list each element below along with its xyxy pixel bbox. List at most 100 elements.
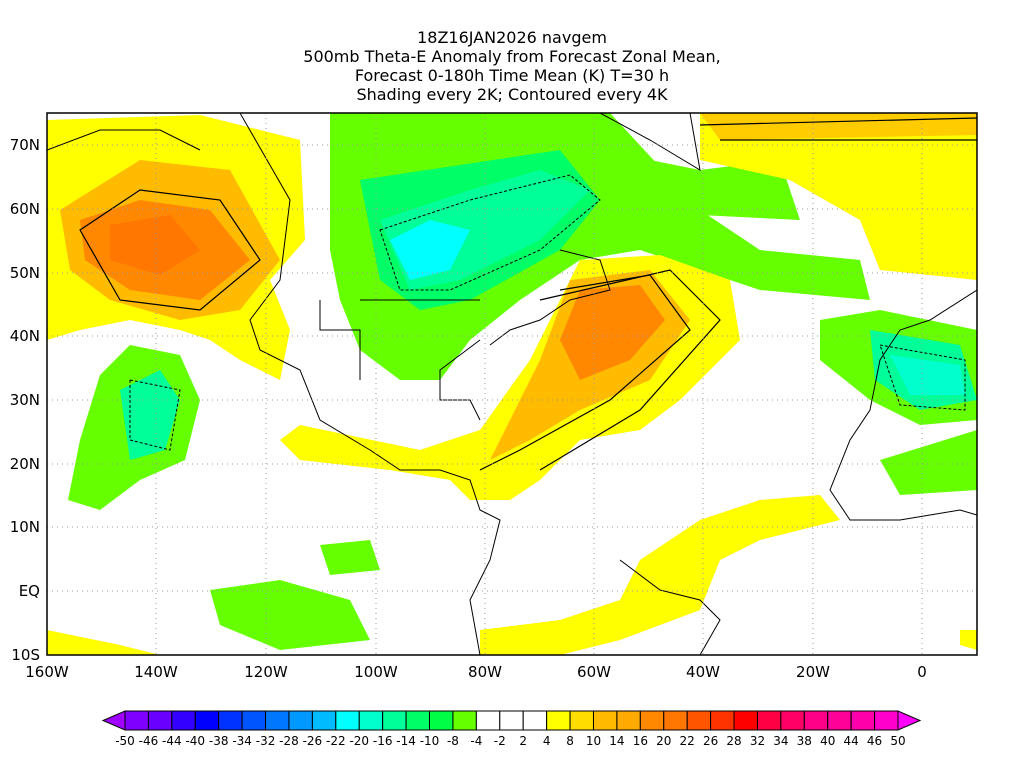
colorbar-max-arrow [897, 710, 922, 731]
colorbar-label: 10 [586, 734, 601, 748]
colorbar-swatch [288, 710, 313, 731]
colorbar-label: 34 [773, 734, 788, 748]
colorbar: -50 -46 -44 -40 -38 -34 -32 -28 -26 -22 -20 -16 -14-… [101, 710, 922, 748]
colorbar-label: 26 [703, 734, 718, 748]
colorbar-label: 44 [844, 734, 859, 748]
lat-label: 20N [10, 455, 40, 473]
colorbar-label: -16 [373, 734, 393, 748]
colorbar-swatch [663, 710, 688, 731]
lat-label: 30N [10, 391, 40, 409]
colorbar-label: -38 [209, 734, 229, 748]
colorbar-swatch [756, 710, 782, 731]
lon-label: 40W [686, 663, 720, 681]
colorbar-label: 14 [609, 734, 624, 748]
colorbar-swatch [194, 710, 220, 731]
colorbar-label: -32 [256, 734, 276, 748]
lat-label: 50N [10, 264, 40, 282]
colorbar-swatch [569, 710, 594, 731]
colorbar-swatch [147, 710, 173, 731]
colorbar-label: -46 [139, 734, 159, 748]
lat-label: 10N [10, 518, 40, 536]
colorbar-label: -26 [303, 734, 323, 748]
colorbar-swatch [335, 710, 360, 731]
lon-label: 140W [134, 663, 178, 681]
colorbar-swatch [780, 710, 805, 731]
colorbar-label: -20 [349, 734, 369, 748]
map-frame [46, 112, 978, 656]
lat-label: 70N [10, 136, 40, 154]
colorbar-label: -40 [185, 734, 205, 748]
colorbar-label: -2 [494, 734, 506, 748]
colorbar-min-arrow [101, 710, 126, 731]
longitude-axis: 160W 140W 120W 100W 80W 60W 40W 20W 0 [25, 663, 927, 681]
colorbar-label: -44 [162, 734, 182, 748]
colorbar-label: 28 [726, 734, 741, 748]
colorbar-swatch [429, 710, 454, 731]
colorbar-swatch [616, 710, 641, 731]
colorbar-swatch [733, 710, 758, 731]
colorbar-label: 22 [680, 734, 695, 748]
colorbar-label: 16 [633, 734, 648, 748]
colorbar-label: -10 [420, 734, 440, 748]
coastlines [47, 113, 977, 655]
colorbar-label: -28 [279, 734, 299, 748]
latitude-axis: 70N 60N 50N 40N 30N 20N 10N EQ 10S [10, 136, 40, 664]
plot-title-line2: 500mb Theta-E Anomaly from Forecast Zona… [303, 47, 721, 66]
colorbar-swatch [546, 710, 571, 731]
lon-label: 100W [354, 663, 398, 681]
lon-label: 60W [577, 663, 611, 681]
colorbar-swatch [124, 710, 149, 731]
colorbar-swatch [265, 710, 290, 731]
colorbar-swatch [382, 710, 407, 731]
colorbar-label: 50 [890, 734, 905, 748]
colorbar-swatch [522, 710, 548, 731]
colorbar-label: 38 [797, 734, 812, 748]
grid-lines [47, 113, 977, 655]
colorbar-swatch [592, 710, 618, 731]
plot-title-line1: 18Z16JAN2026 navgem [417, 28, 607, 47]
colorbar-swatch [827, 710, 852, 731]
lon-label: 20W [796, 663, 830, 681]
colorbar-label: -50 [115, 734, 135, 748]
colorbar-swatch [452, 710, 477, 731]
plot-title-line4: Shading every 2K; Contoured every 4K [356, 85, 668, 104]
lat-label: 60N [10, 200, 40, 218]
colorbar-swatch [499, 710, 524, 731]
colorbar-swatch [686, 710, 712, 731]
colorbar-label: 2 [519, 734, 527, 748]
lat-label: 10S [11, 646, 40, 664]
colorbar-swatch [218, 710, 243, 731]
colorbar-swatch [358, 710, 384, 731]
colorbar-swatch [171, 710, 196, 731]
colorbar-label: 4 [543, 734, 551, 748]
colorbar-label: -34 [232, 734, 252, 748]
colorbar-label: 40 [820, 734, 835, 748]
colorbar-swatch [475, 710, 501, 731]
plot-title-line3: Forecast 0-180h Time Mean (K) T=30 h [354, 66, 670, 85]
lon-label: 0 [917, 663, 927, 681]
colorbar-swatch [639, 710, 665, 731]
colorbar-swatch [311, 710, 337, 731]
colorbar-label: 8 [566, 734, 574, 748]
colorbar-label: -14 [396, 734, 416, 748]
colorbar-swatch [710, 710, 735, 731]
colorbar-label: -8 [447, 734, 459, 748]
colorbar-label: 20 [656, 734, 671, 748]
colorbar-swatch [405, 710, 431, 731]
lon-label: 120W [244, 663, 288, 681]
map-area [47, 113, 977, 655]
lon-label: 80W [468, 663, 502, 681]
colorbar-label: 46 [867, 734, 882, 748]
colorbar-label: -4 [470, 734, 482, 748]
colorbar-label: -22 [326, 734, 346, 748]
lon-label: 160W [25, 663, 69, 681]
colorbar-swatch [874, 710, 899, 731]
lat-label: 40N [10, 327, 40, 345]
colorbar-swatch [850, 710, 876, 731]
colorbar-label: 32 [750, 734, 765, 748]
colorbar-swatch [241, 710, 267, 731]
colorbar-swatch [803, 710, 829, 731]
lat-label: EQ [19, 582, 40, 600]
contour-lines [79, 117, 977, 471]
